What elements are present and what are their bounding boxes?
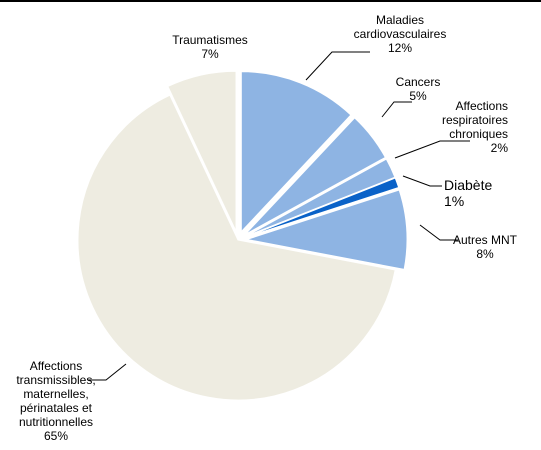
slice-label: Diabète 1% [444, 177, 492, 209]
slice-name-line: maternelles, [23, 387, 88, 401]
slice-value-label: 1% [444, 193, 464, 209]
slice-label: Affections respiratoires chroniques 2% [442, 99, 508, 155]
slice-label: Autres MNT 8% [453, 233, 518, 261]
slice-value-label: 5% [409, 89, 427, 103]
leader-line [402, 175, 442, 187]
pie-slice [167, 70, 237, 232]
slice-name-line: Affections [30, 359, 82, 373]
slice-label: Maladies cardiovasculaires 12% [354, 13, 447, 55]
slice-value-label: 7% [201, 47, 219, 61]
slice-value-label: 2% [491, 141, 509, 155]
slice-value-label: 12% [388, 41, 412, 55]
pie-slice [246, 177, 400, 238]
leader-line [419, 224, 458, 241]
slice-name-line: Autres MNT [453, 233, 518, 247]
leader-line [88, 363, 127, 381]
slice-name-line: Traumatismes [172, 33, 248, 47]
slice-name-line: Diabète [444, 177, 492, 193]
slice-label: Traumatismes 7% [172, 33, 248, 61]
leader-line [381, 101, 412, 118]
slice-name-line: respiratoires [442, 113, 508, 127]
leader-line [305, 51, 370, 81]
slice-name-line: nutritionnelles [19, 415, 93, 429]
slice-name-line: périnatales et [20, 401, 93, 415]
slice-name-line: transmissibles, [16, 373, 95, 387]
slice-label: Cancers 5% [396, 75, 441, 103]
slice-label: Affections transmissibles, maternelles, pér… [16, 359, 95, 443]
slice-value-label: 65% [44, 429, 68, 443]
pie-slice [77, 94, 396, 401]
slice-value-label: 8% [476, 247, 494, 261]
pie-labels: Maladies cardiovasculaires 12%Cancers 5%Aff… [16, 13, 517, 443]
slice-name-line: Cancers [396, 75, 441, 89]
slice-name-line: cardiovasculaires [354, 27, 447, 41]
slice-name-line: Maladies [376, 13, 424, 27]
top-border [0, 0, 541, 2]
pie-slice [244, 117, 386, 235]
slice-name-line: chroniques [449, 127, 508, 141]
pie-slice [245, 158, 396, 237]
pie-slices [77, 70, 408, 401]
pie-slice [246, 189, 408, 271]
slice-name-line: Affections [456, 99, 508, 113]
leader-line [394, 140, 470, 159]
pie-slice [240, 71, 352, 233]
